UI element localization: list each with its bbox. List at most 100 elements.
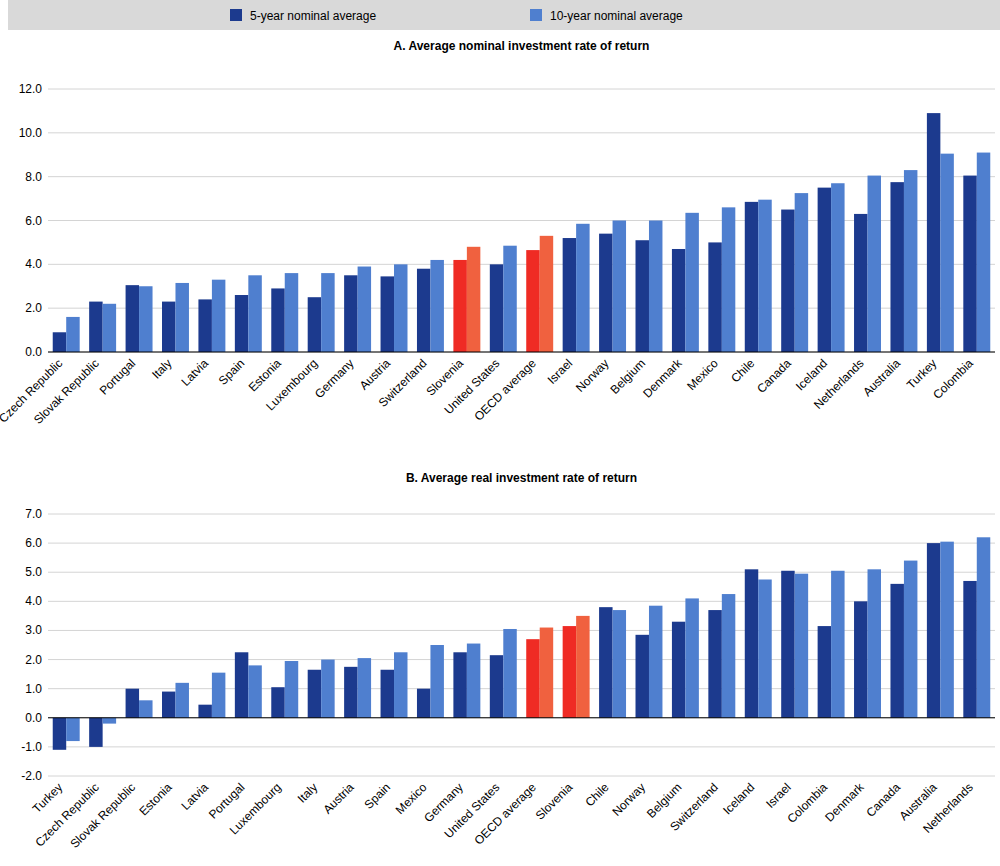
chart-title: B. Average real investment rate of retur… bbox=[406, 471, 637, 485]
grid-line bbox=[48, 308, 995, 309]
bar bbox=[467, 644, 480, 718]
category-label: Turkey bbox=[30, 780, 66, 816]
category-label: Slovak Republic bbox=[67, 780, 138, 851]
bar bbox=[381, 670, 394, 718]
bar bbox=[831, 571, 844, 718]
grid-line bbox=[48, 688, 995, 689]
grid-line bbox=[48, 601, 995, 602]
bar bbox=[868, 569, 881, 717]
grid-line bbox=[48, 176, 995, 177]
bar bbox=[344, 667, 357, 718]
tick-label: 8.0 bbox=[25, 170, 42, 184]
legend-band bbox=[8, 0, 1000, 30]
category-label: Norway bbox=[609, 780, 648, 819]
bar bbox=[540, 628, 553, 718]
category-label: Slovak Republic bbox=[31, 356, 102, 427]
tick-label: 2.0 bbox=[25, 653, 42, 667]
bar bbox=[781, 571, 794, 718]
tick-label: 3.0 bbox=[25, 623, 42, 637]
bar bbox=[212, 280, 225, 352]
bar bbox=[417, 269, 430, 352]
bar bbox=[503, 246, 516, 352]
category-label: OECD average bbox=[471, 780, 539, 848]
bar bbox=[672, 622, 685, 718]
category-label: Netherlands bbox=[920, 780, 976, 836]
bar bbox=[89, 718, 102, 747]
category-label: Canada bbox=[754, 356, 794, 396]
bar bbox=[599, 234, 612, 352]
tick-label: 6.0 bbox=[25, 536, 42, 550]
tick-label: 1.0 bbox=[25, 682, 42, 696]
bar bbox=[526, 639, 539, 718]
bar bbox=[904, 170, 917, 352]
bar bbox=[344, 275, 357, 352]
bar bbox=[381, 276, 394, 352]
tick-label: 2.0 bbox=[25, 301, 42, 315]
bar bbox=[904, 561, 917, 718]
legend-swatch bbox=[230, 9, 242, 21]
bar bbox=[818, 626, 831, 718]
bar bbox=[890, 182, 903, 352]
grid-line bbox=[48, 572, 995, 573]
category-label: Iceland bbox=[720, 780, 757, 817]
bar bbox=[308, 670, 321, 718]
bar bbox=[490, 264, 503, 352]
tick-label: 4.0 bbox=[25, 594, 42, 608]
category-label: Netherlands bbox=[811, 356, 867, 412]
category-label: Israel bbox=[545, 356, 576, 387]
grid-line bbox=[48, 659, 995, 660]
zero-line bbox=[48, 717, 995, 718]
bar bbox=[248, 275, 261, 352]
category-label: Turkey bbox=[904, 356, 940, 392]
grid-line bbox=[48, 746, 995, 747]
tick-label: 0.0 bbox=[25, 345, 42, 359]
bar bbox=[271, 288, 284, 352]
bar bbox=[563, 238, 576, 352]
bar bbox=[358, 267, 371, 352]
bar bbox=[308, 297, 321, 352]
category-label: OECD average bbox=[471, 356, 539, 424]
bar bbox=[66, 317, 79, 352]
bar bbox=[613, 610, 626, 718]
bar bbox=[175, 683, 188, 718]
legend: 5-year nominal average10-year nominal av… bbox=[8, 0, 1000, 30]
grid-line bbox=[48, 132, 995, 133]
chart: A. Average nominal investment rate of re… bbox=[0, 39, 995, 427]
chart: B. Average real investment rate of retur… bbox=[21, 471, 995, 851]
tick-label: 4.0 bbox=[25, 257, 42, 271]
bar bbox=[649, 221, 662, 353]
bar bbox=[139, 700, 152, 717]
category-label: Norway bbox=[573, 356, 612, 395]
bar bbox=[394, 652, 407, 718]
bar bbox=[927, 113, 940, 352]
category-label: Latvia bbox=[178, 780, 211, 813]
grid-line bbox=[48, 352, 995, 353]
bar bbox=[198, 705, 211, 718]
bar bbox=[235, 295, 248, 352]
bar bbox=[795, 193, 808, 352]
legend-label: 10-year nominal average bbox=[550, 9, 683, 23]
category-label: Spain bbox=[362, 780, 394, 812]
bar bbox=[854, 214, 867, 352]
bar bbox=[745, 569, 758, 717]
bar bbox=[868, 176, 881, 352]
bar bbox=[271, 687, 284, 718]
bar bbox=[963, 581, 976, 718]
bar bbox=[235, 652, 248, 718]
bar bbox=[248, 665, 261, 717]
tick-label: 7.0 bbox=[25, 507, 42, 521]
category-label: Australia bbox=[860, 356, 903, 399]
tick-label: -2.0 bbox=[21, 769, 42, 783]
bar bbox=[940, 542, 953, 718]
bar bbox=[745, 202, 758, 352]
bar bbox=[321, 660, 334, 718]
bar bbox=[285, 273, 298, 352]
bar bbox=[758, 200, 771, 352]
bar bbox=[139, 286, 152, 352]
bar bbox=[576, 224, 589, 352]
bar bbox=[977, 537, 990, 717]
bar bbox=[53, 718, 66, 750]
bar bbox=[453, 260, 466, 352]
bar bbox=[613, 221, 626, 353]
category-label: Luxembourg bbox=[227, 780, 284, 837]
